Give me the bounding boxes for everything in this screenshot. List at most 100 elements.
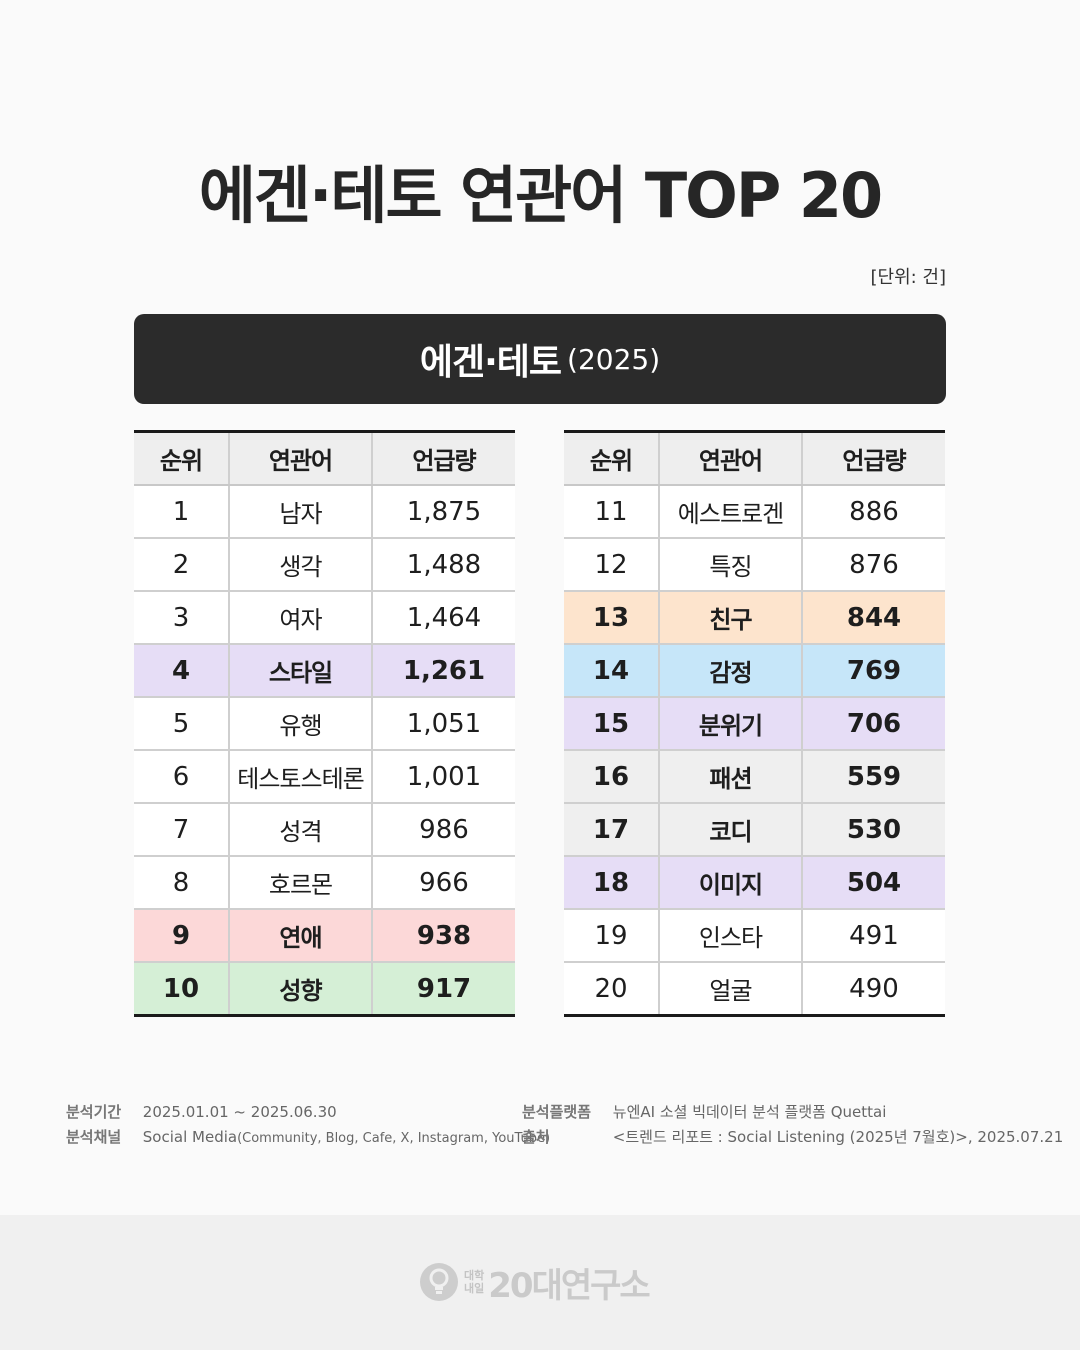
rank-cell: 19 bbox=[564, 909, 659, 963]
count-cell: 1,001 bbox=[371, 750, 515, 804]
rank-cell: 13 bbox=[564, 591, 659, 645]
count-cell: 1,464 bbox=[371, 591, 515, 645]
column-header-keyword: 연관어 bbox=[658, 431, 802, 486]
count-cell: 844 bbox=[801, 591, 945, 645]
footer-info-left: 분석기간 2025.01.01 ~ 2025.06.30 분석채널 Social… bbox=[66, 1100, 550, 1151]
keyword-cell: 테스토스테론 bbox=[228, 750, 372, 804]
rank-cell: 4 bbox=[134, 644, 229, 698]
rank-cell: 2 bbox=[134, 538, 229, 592]
rank-cell: 14 bbox=[564, 644, 659, 698]
table-row: 19 인스타 491 bbox=[564, 909, 945, 963]
channel-main: Social Media bbox=[142, 1128, 238, 1146]
count-cell: 966 bbox=[371, 856, 515, 910]
count-cell: 530 bbox=[801, 803, 945, 857]
period-label: 분석기간 bbox=[66, 1103, 122, 1121]
count-cell: 917 bbox=[371, 962, 515, 1016]
count-cell: 1,488 bbox=[371, 538, 515, 592]
ranking-table-left: 순위 연관어 언급량 1 남자 1,875 2 생각 1,488 3 여자 1,464 4 스타일 1… bbox=[134, 430, 515, 1017]
keyword-cell: 얼굴 bbox=[658, 962, 802, 1016]
channel-label: 분석채널 bbox=[66, 1128, 122, 1146]
ranking-table-right: 순위 연관어 언급량 11 에스트로겐 886 12 특징 876 13 친구 844 14 감정 7… bbox=[564, 430, 945, 1017]
count-cell: 491 bbox=[801, 909, 945, 963]
keyword-cell: 인스타 bbox=[658, 909, 802, 963]
rank-cell: 20 bbox=[564, 962, 659, 1016]
rank-cell: 18 bbox=[564, 856, 659, 910]
keyword-cell: 연애 bbox=[228, 909, 372, 963]
table-row: 5 유행 1,051 bbox=[134, 697, 515, 751]
count-cell: 769 bbox=[801, 644, 945, 698]
table-row: 3 여자 1,464 bbox=[134, 591, 515, 645]
keyword-cell: 이미지 bbox=[658, 856, 802, 910]
rank-cell: 12 bbox=[564, 538, 659, 592]
table-row: 13 친구 844 bbox=[564, 591, 945, 645]
rank-cell: 1 bbox=[134, 485, 229, 539]
table-row: 6 테스토스테론 1,001 bbox=[134, 750, 515, 804]
brand-name: 20대연구소 bbox=[488, 1265, 650, 1306]
header-year: (2025) bbox=[567, 342, 661, 376]
count-cell: 706 bbox=[801, 697, 945, 751]
rank-cell: 9 bbox=[134, 909, 229, 963]
table-row: 17 코디 530 bbox=[564, 803, 945, 857]
page-title: 에겐·테토 연관어 TOP 20 bbox=[198, 159, 883, 232]
column-header-rank: 순위 bbox=[564, 431, 659, 486]
unit-note: [단위: 건] bbox=[870, 267, 946, 288]
count-cell: 1,051 bbox=[371, 697, 515, 751]
brand-sub-top: 대학 bbox=[464, 1269, 485, 1282]
table-row: 18 이미지 504 bbox=[564, 856, 945, 910]
lightbulb-icon bbox=[420, 1263, 458, 1301]
footer-info-right: 분석플랫폼 뉴엔AI 소셜 빅데이터 분석 플랫폼 Quettai 출처 <트렌… bbox=[522, 1100, 1063, 1150]
keyword-cell: 분위기 bbox=[658, 697, 802, 751]
keyword-cell: 코디 bbox=[658, 803, 802, 857]
keyword-cell: 호르몬 bbox=[228, 856, 372, 910]
count-cell: 1,261 bbox=[371, 644, 515, 698]
column-header-count: 언급량 bbox=[371, 431, 515, 486]
table-row: 11 에스트로겐 886 bbox=[564, 485, 945, 539]
period-value: 2025.01.01 ~ 2025.06.30 bbox=[142, 1103, 337, 1121]
table-row: 4 스타일 1,261 bbox=[134, 644, 515, 698]
brand-strip bbox=[0, 1215, 1080, 1350]
analysis-platform: 분석플랫폼 뉴엔AI 소셜 빅데이터 분석 플랫폼 Quettai bbox=[522, 1100, 1063, 1125]
analysis-period: 분석기간 2025.01.01 ~ 2025.06.30 bbox=[66, 1100, 550, 1125]
channel-detail: (Community, Blog, Cafe, X, Instagram, Yo… bbox=[237, 1131, 551, 1146]
header-title: 에겐·테토 bbox=[419, 342, 562, 383]
brand-sub: 대학 내일 bbox=[464, 1269, 484, 1295]
rank-cell: 5 bbox=[134, 697, 229, 751]
keyword-cell: 성향 bbox=[228, 962, 372, 1016]
count-cell: 938 bbox=[371, 909, 515, 963]
keyword-cell: 친구 bbox=[658, 591, 802, 645]
keyword-cell: 여자 bbox=[228, 591, 372, 645]
platform-label: 분석플랫폼 bbox=[522, 1103, 592, 1121]
table-row: 12 특징 876 bbox=[564, 538, 945, 592]
keyword-cell: 유행 bbox=[228, 697, 372, 751]
column-header-rank: 순위 bbox=[134, 431, 229, 486]
table-row: 16 패션 559 bbox=[564, 750, 945, 804]
analysis-channel: 분석채널 Social Media(Community, Blog, Cafe,… bbox=[66, 1125, 550, 1151]
count-cell: 504 bbox=[801, 856, 945, 910]
brand-sub-bottom: 내일 bbox=[464, 1282, 485, 1295]
rank-cell: 16 bbox=[564, 750, 659, 804]
table-row: 15 분위기 706 bbox=[564, 697, 945, 751]
table-header-bar: 에겐·테토 (2025) bbox=[134, 314, 946, 404]
source-label: 출처 bbox=[522, 1128, 550, 1146]
keyword-cell: 에스트로겐 bbox=[658, 485, 802, 539]
count-cell: 886 bbox=[801, 485, 945, 539]
keyword-cell: 남자 bbox=[228, 485, 372, 539]
table-row: 7 성격 986 bbox=[134, 803, 515, 857]
table-row: 1 남자 1,875 bbox=[134, 485, 515, 539]
count-cell: 986 bbox=[371, 803, 515, 857]
keyword-cell: 특징 bbox=[658, 538, 802, 592]
keyword-cell: 생각 bbox=[228, 538, 372, 592]
rank-cell: 6 bbox=[134, 750, 229, 804]
count-cell: 876 bbox=[801, 538, 945, 592]
table-header-row: 순위 연관어 언급량 bbox=[134, 431, 515, 486]
table-row: 20 얼굴 490 bbox=[564, 962, 945, 1016]
source-value: <트렌드 리포트 : Social Listening (2025년 7월호)>… bbox=[612, 1128, 1064, 1146]
keyword-cell: 감정 bbox=[658, 644, 802, 698]
table-row: 8 호르몬 966 bbox=[134, 856, 515, 910]
table-row: 14 감정 769 bbox=[564, 644, 945, 698]
rank-cell: 11 bbox=[564, 485, 659, 539]
table-row: 9 연애 938 bbox=[134, 909, 515, 963]
keyword-cell: 스타일 bbox=[228, 644, 372, 698]
rank-cell: 8 bbox=[134, 856, 229, 910]
count-cell: 1,875 bbox=[371, 485, 515, 539]
